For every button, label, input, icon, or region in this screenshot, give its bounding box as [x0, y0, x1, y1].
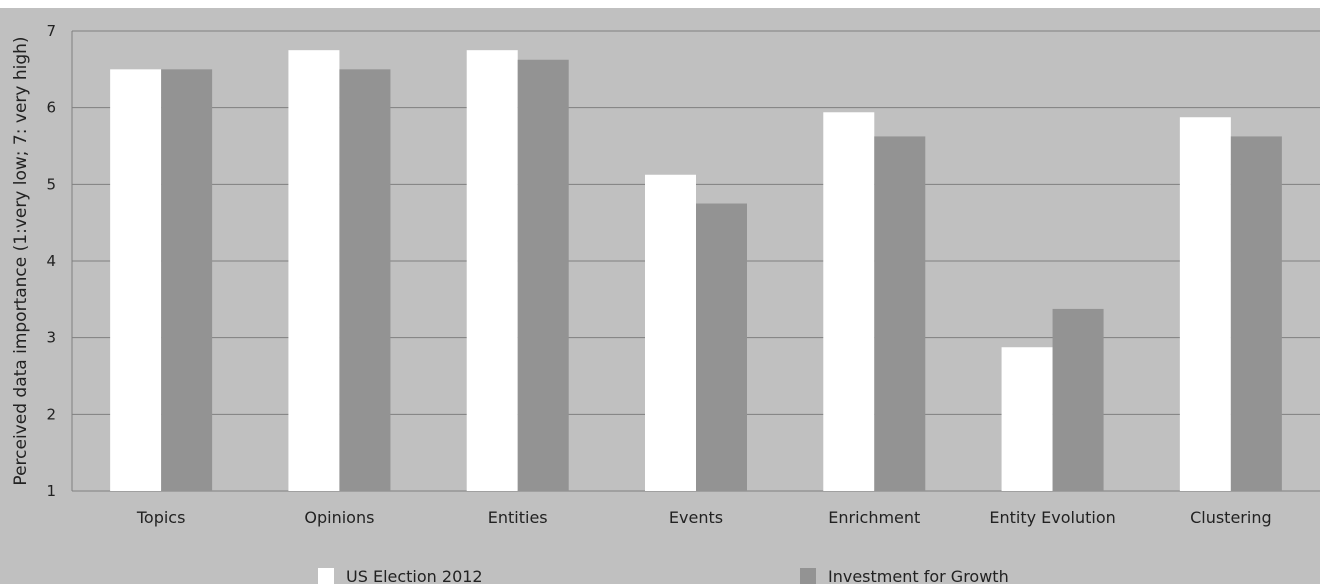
x-category-label: Opinions	[304, 508, 374, 527]
bar-us-election-events	[645, 174, 696, 491]
y-tick-label: 3	[46, 329, 56, 347]
y-tick-label: 1	[46, 482, 56, 500]
x-category-label: Entities	[488, 508, 548, 527]
bar-us-election-entities	[466, 50, 518, 492]
legend-swatch	[318, 568, 334, 584]
y-tick-label: 4	[46, 252, 56, 270]
bar-investment-enrichment	[874, 136, 926, 491]
x-category-label: Clustering	[1190, 508, 1272, 527]
bar-investment-events	[696, 203, 747, 491]
bar-us-election-entity-evolution	[1001, 347, 1053, 491]
bars	[110, 50, 1282, 492]
legend-swatch	[800, 568, 816, 584]
bar-investment-opinions	[339, 69, 391, 491]
y-axis-ticks: 1 2 3 4 5 6 7	[46, 22, 56, 500]
y-tick-label: 2	[46, 405, 56, 423]
bar-investment-topics	[161, 69, 213, 491]
bar-us-election-opinions	[288, 50, 340, 492]
y-tick-label: 6	[46, 99, 56, 117]
x-axis-categories: Topics Opinions Entities Events Enrichment En…	[136, 508, 1272, 527]
x-category-label: Enrichment	[828, 508, 920, 527]
bar-us-election-enrichment	[823, 112, 875, 492]
x-category-label: Entity Evolution	[989, 508, 1115, 527]
legend-label: US Election 2012	[346, 567, 483, 584]
y-tick-label: 5	[46, 175, 56, 193]
x-category-label: Topics	[136, 508, 186, 527]
bar-us-election-topics	[110, 69, 162, 491]
bar-investment-clustering	[1230, 136, 1282, 491]
legend: US Election 2012 Investment for Growth	[318, 567, 1009, 584]
bar-investment-entities	[517, 59, 569, 491]
y-axis-title: Perceived data importance (1:very low; 7…	[11, 36, 31, 485]
bar-us-election-clustering	[1179, 117, 1231, 491]
x-category-label: Events	[669, 508, 723, 527]
legend-label: Investment for Growth	[828, 567, 1009, 584]
bar-investment-entity-evolution	[1052, 308, 1104, 491]
y-tick-label: 7	[46, 22, 56, 40]
